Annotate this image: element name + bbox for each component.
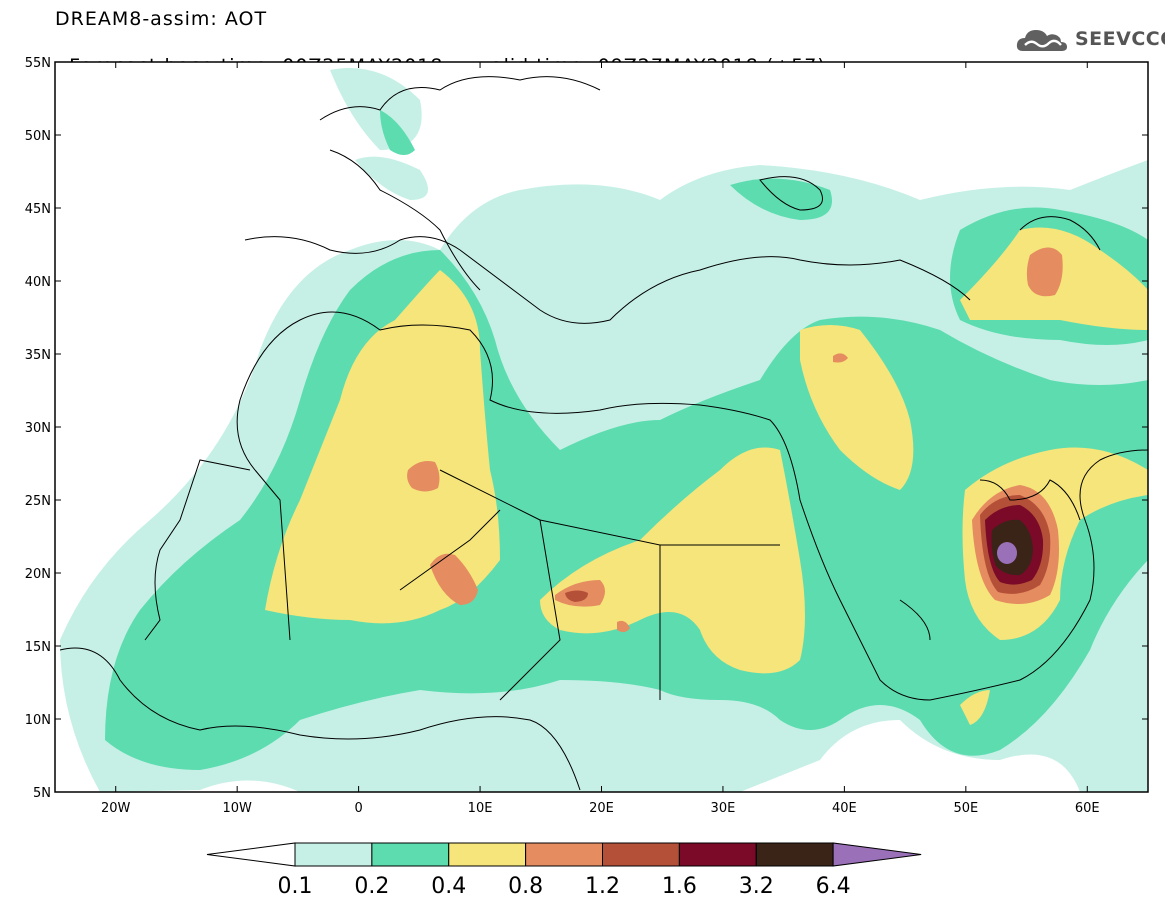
colorbar-swatch (602, 842, 680, 867)
lon-tick-label: 40E (832, 801, 857, 816)
colorbar-level-label: 1.6 (662, 874, 697, 899)
lat-tick-label: 10N (25, 713, 51, 728)
lon-tick-label: 60E (1075, 801, 1100, 816)
lat-tick-label: 5N (33, 786, 51, 801)
colorbar-swatch (448, 842, 527, 867)
lat-tick-label: 40N (25, 275, 51, 290)
lat-tick-label: 25N (25, 494, 51, 509)
colorbar-swatch (294, 842, 373, 867)
lat-tick-label: 50N (25, 129, 51, 144)
logo-text: SEEVCCC (1075, 28, 1165, 50)
lat-tick-label: 30N (25, 421, 51, 436)
colorbar-over-triangle (832, 842, 922, 867)
lon-tick-label: 50E (953, 801, 978, 816)
colorbar-level-label: 0.8 (508, 874, 543, 899)
lat-tick-label: 15N (25, 640, 51, 655)
colorbar-level-label: 3.2 (739, 874, 774, 899)
lon-axis: 20W 10W 0 10E 20E 30E 40E 50E 60E (101, 62, 1100, 816)
colorbar-swatch (525, 842, 603, 867)
colorbar-level-label: 0.4 (431, 874, 466, 899)
lon-tick-label: 20W (101, 801, 131, 816)
lon-tick-label: 20E (589, 801, 614, 816)
lat-tick-label: 20N (25, 567, 51, 582)
lat-tick-label: 45N (25, 202, 51, 217)
aot-level-0.4 (265, 270, 500, 624)
colorbar-level-label: 0.2 (354, 874, 389, 899)
colorbar-level-label: 0.1 (278, 874, 313, 899)
coastlines (59, 76, 1148, 791)
lat-tick-label: 35N (25, 348, 51, 363)
colorbar-level-label: 1.2 (585, 874, 620, 899)
lon-tick-label: 10W (222, 801, 252, 816)
colorbar-swatch (678, 842, 757, 867)
aot-field (55, 62, 1148, 792)
lon-tick-label: 30E (711, 801, 736, 816)
lat-axis: 55N 50N 45N 40N 35N 30N 25N 20N 15N 10N 5N (25, 56, 1148, 801)
aot-level-6.4 (997, 542, 1017, 564)
aot-level-1.2 (565, 590, 588, 602)
cloud-icon (1016, 30, 1067, 51)
map-title: DREAM8-assim: AOT (55, 8, 268, 30)
colorbar: 0.1 0.2 0.4 0.8 1.2 1.6 3.2 6.4 (206, 842, 922, 899)
aot-level-0.8 (407, 461, 440, 492)
lon-tick-label: 0 (354, 801, 362, 816)
colorbar-swatch (755, 842, 834, 867)
lat-tick-label: 55N (25, 56, 51, 71)
colorbar-level-label: 6.4 (816, 874, 851, 899)
colorbar-under-triangle (206, 842, 296, 867)
lon-tick-label: 10E (468, 801, 493, 816)
colorbar-swatch (371, 842, 450, 867)
